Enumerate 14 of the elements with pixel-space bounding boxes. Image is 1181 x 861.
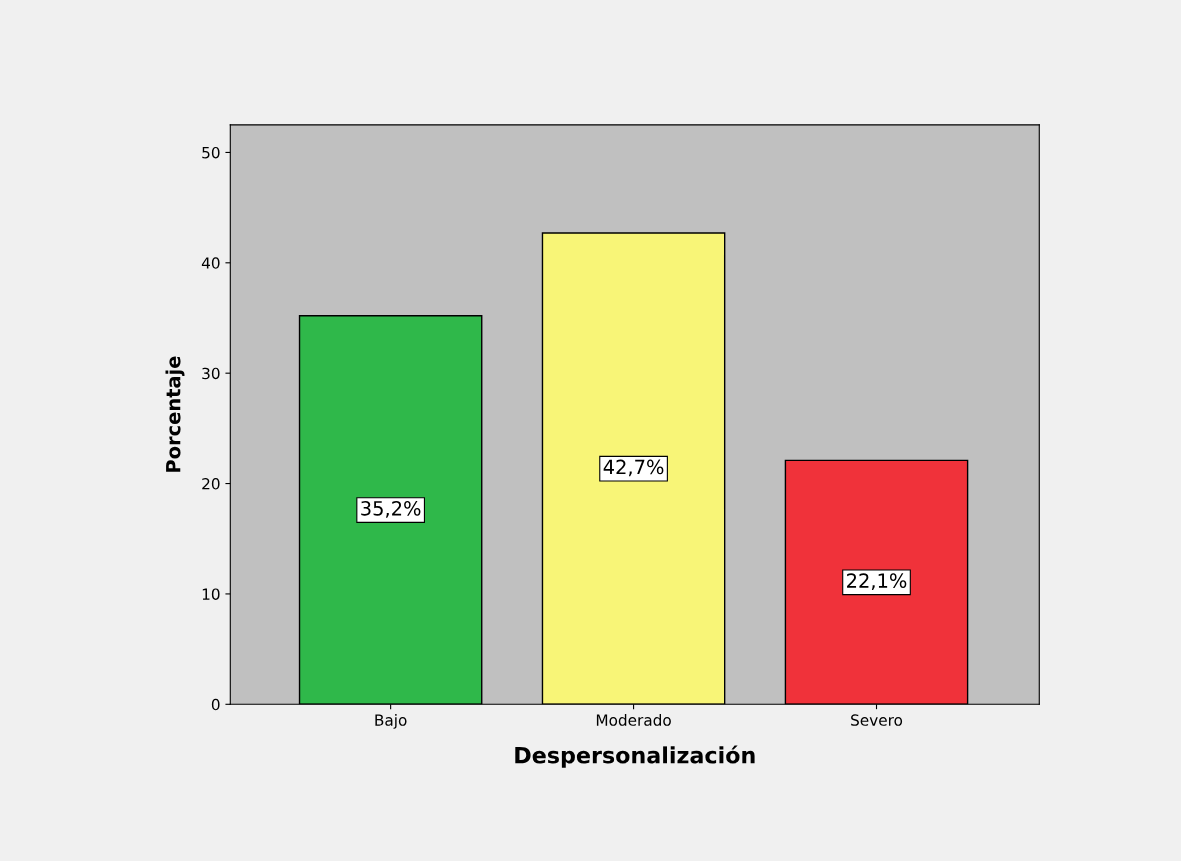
x-axis-title: Despersonalización [515,745,755,768]
data-label: 42,7% [603,459,664,477]
y-tick-label: 10 [202,588,220,600]
x-tick-label: Bajo [375,714,407,729]
y-axis-title: Porcentaje [165,356,185,472]
y-tick-label: 20 [202,478,220,490]
data-label: 35,2% [361,500,421,518]
data-label: 22,1% [847,573,907,590]
y-tick-label: 0 [211,698,220,711]
x-tick-label: Moderado [596,714,671,726]
y-tick-label: 30 [202,367,220,380]
x-tick-label: Severo [851,714,903,726]
y-tick-label: 40 [201,257,220,269]
y-tick-label: 50 [202,146,220,159]
